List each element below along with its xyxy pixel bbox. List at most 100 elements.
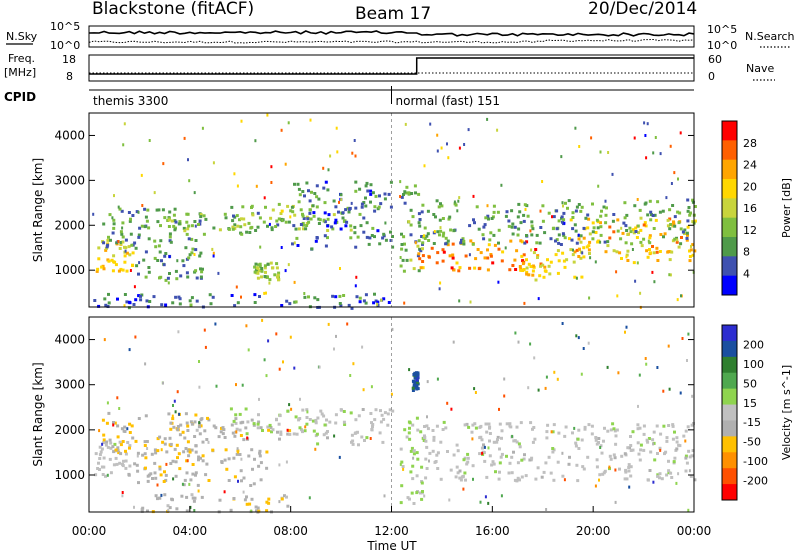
scatter-dot [562, 204, 564, 208]
scatter-cell [564, 201, 567, 205]
scatter-cell [107, 259, 111, 263]
time-tick-label: 20:00 [576, 524, 611, 538]
scatter-dot [189, 505, 192, 509]
scatter-cell [416, 371, 420, 375]
scatter-cell [163, 442, 167, 446]
scatter-cell [198, 254, 202, 258]
scatter-cell [137, 294, 141, 298]
scatter-cell [476, 248, 480, 251]
scatter-cell [229, 508, 233, 512]
scatter-cell [530, 224, 534, 228]
scatter-dot [402, 467, 405, 471]
scatter-dot [181, 482, 184, 486]
scatter-cell [197, 458, 200, 462]
scatter-cell [287, 220, 291, 224]
scatter-cell [384, 238, 388, 242]
scatter-cell [636, 427, 640, 431]
scatter-cell [121, 221, 125, 225]
scatter-cell [112, 254, 116, 258]
scatter-cell [419, 249, 423, 253]
scatter-dot [503, 394, 506, 398]
scatter-cell [354, 206, 358, 210]
scatter-cell [382, 417, 386, 421]
scatter-cell [451, 256, 455, 260]
scatter-cell [198, 219, 202, 223]
scatter-cell [489, 254, 493, 258]
scatter-cell [421, 247, 424, 251]
scatter-cell [128, 219, 132, 223]
scatter-cell [595, 458, 599, 462]
scatter-dot [529, 342, 532, 346]
scatter-dot [628, 485, 631, 489]
scatter-cell [410, 192, 414, 195]
scatter-dot [677, 472, 680, 476]
scatter-cell [403, 242, 406, 246]
time-tick-label: 00:00 [677, 524, 712, 538]
scatter-dot [500, 183, 503, 187]
scatter-cell [173, 228, 177, 232]
scatter-cell [419, 430, 423, 434]
scatter-cell [675, 436, 679, 440]
scatter-cell [652, 430, 656, 434]
scatter-cell [498, 447, 501, 451]
scatter-dot [123, 122, 126, 126]
scatter-cell [467, 425, 471, 429]
scatter-cell [686, 209, 690, 213]
scatter-cell [242, 217, 246, 221]
date-title: 20/Dec/2014 [588, 0, 697, 19]
scatter-cell [122, 459, 125, 463]
scatter-cell [252, 423, 256, 427]
scatter-dot [662, 389, 665, 393]
scatter-dot [673, 171, 676, 175]
scatter-cell [691, 200, 695, 204]
scatter-cell [590, 424, 594, 428]
scatter-dot [237, 450, 239, 454]
scatter-dot [217, 271, 220, 275]
scatter-cell [622, 221, 626, 225]
scatter-cell [97, 257, 101, 261]
scatter-cell [211, 448, 215, 452]
scatter-cell [238, 412, 242, 416]
scatter-cell [529, 265, 533, 268]
scatter-cell [116, 297, 119, 301]
scatter-cell [436, 251, 440, 255]
scatter-cell [315, 236, 319, 239]
scatter-dot [299, 397, 301, 401]
scatter-cell [319, 409, 323, 413]
scatter-dot [268, 281, 271, 285]
scatter-cell [358, 296, 362, 300]
scatter-cell [315, 195, 319, 199]
scatter-cell [129, 232, 133, 236]
scatter-cell [369, 192, 373, 196]
scatter-cell [583, 425, 587, 429]
scatter-cell [460, 475, 464, 479]
scatter-cell [625, 477, 629, 481]
scatter-cell [204, 473, 208, 477]
scatter-cell [620, 257, 623, 260]
scatter-cell [214, 426, 218, 430]
scatter-cell [275, 219, 279, 223]
scatter-dot [308, 496, 311, 500]
scatter-cell [152, 295, 156, 299]
scatter-dot [103, 338, 106, 342]
scatter-cell [561, 251, 565, 255]
scatter-cell [106, 445, 110, 449]
scatter-dot [280, 246, 283, 249]
scatter-cell [290, 205, 294, 209]
scatter-cell [266, 425, 270, 429]
scatter-dot [676, 298, 679, 302]
scatter-cell [288, 429, 292, 433]
scatter-dot [339, 267, 341, 270]
scatter-dot [188, 179, 191, 183]
scatter-cell [629, 449, 633, 452]
scatter-cell [250, 418, 254, 422]
scatter-dot [654, 136, 657, 139]
scatter-cell [218, 498, 222, 502]
scatter-cell [127, 245, 131, 249]
scatter-cell [245, 432, 249, 436]
scatter-cell [371, 226, 375, 230]
scatter-cell [199, 213, 203, 217]
scatter-band-10 [568, 216, 697, 265]
colorbar-swatch [722, 256, 737, 277]
scatter-cell [554, 253, 558, 257]
